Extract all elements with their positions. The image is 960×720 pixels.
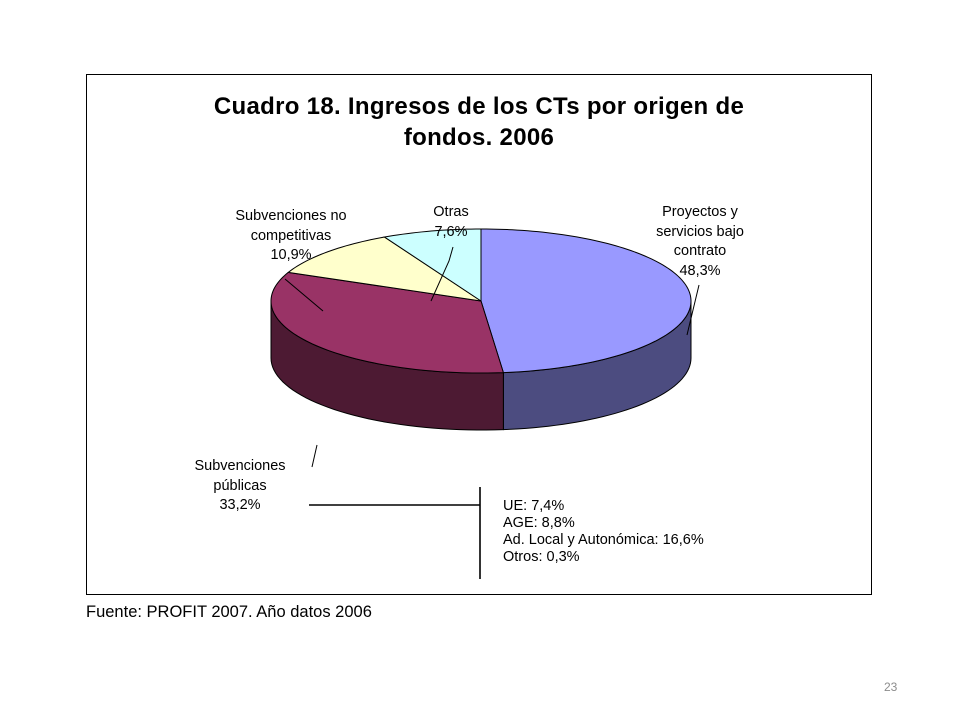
pie-slice-proyectos	[480, 228, 692, 374]
slice-label-percent: 48,3%	[679, 262, 721, 279]
leader-line-subvenciones-publicas	[311, 444, 318, 468]
slice-label-text: Proyectos y	[662, 204, 738, 220]
slice-label-text: Otras	[433, 204, 469, 220]
slice-label-otras: Otras 7,6%	[411, 203, 491, 242]
chart-frame: Cuadro 18. Ingresos de los CTs por orige…	[86, 74, 872, 595]
pie-slice-subvenciones-publicas	[270, 271, 505, 374]
slice-label-text: públicas	[213, 477, 267, 494]
breakdown-item: AGE: 8,8%	[503, 515, 575, 531]
slice-label-text: Subvenciones	[194, 458, 286, 474]
slice-label-percent: 33,2%	[219, 497, 261, 513]
chart-title-line-2: fondos. 2006	[403, 124, 555, 151]
slice-label-text: contrato	[673, 243, 727, 259]
slice-label-text: competitivas	[250, 227, 332, 244]
pie-slice-subvenciones-no-competitivas	[287, 236, 482, 302]
pie-chart	[270, 228, 700, 579]
chart-title-line-1: Cuadro 18. Ingresos de los CTs por orige…	[213, 93, 745, 120]
slice-label-text: servicios bajo	[656, 223, 744, 240]
pie-slice-otras	[383, 228, 482, 302]
breakdown-item: Otros: 0,3%	[503, 549, 580, 565]
slice-label-subvenciones-no-competitivas: Subvenciones no competitivas 10,9%	[211, 207, 371, 266]
leader-line-subvenciones-no-competitivas	[284, 278, 324, 312]
slice-label-percent: 10,9%	[270, 247, 312, 263]
leader-line-proyectos	[686, 284, 700, 336]
public-funding-breakdown: UE: 7,4% AGE: 8,8% Ad. Local y Autonómic…	[503, 498, 704, 566]
slice-label-text: Subvenciones no	[235, 208, 347, 224]
leader-line-otras	[430, 246, 454, 302]
source-note: Fuente: PROFIT 2007. Año datos 2006	[86, 603, 372, 621]
breakdown-item: Ad. Local y Autonómica: 16,6%	[503, 532, 704, 548]
slice-label-subvenciones-publicas: Subvenciones públicas 33,2%	[177, 457, 303, 516]
slice-label-percent: 7,6%	[434, 223, 468, 240]
slice-label-proyectos: Proyectos y servicios bajo contrato 48,3…	[635, 203, 765, 281]
breakdown-item: UE: 7,4%	[503, 498, 565, 514]
chart-title: Cuadro 18. Ingresos de los CTs por orige…	[87, 91, 871, 153]
page-number: 23	[884, 680, 898, 694]
